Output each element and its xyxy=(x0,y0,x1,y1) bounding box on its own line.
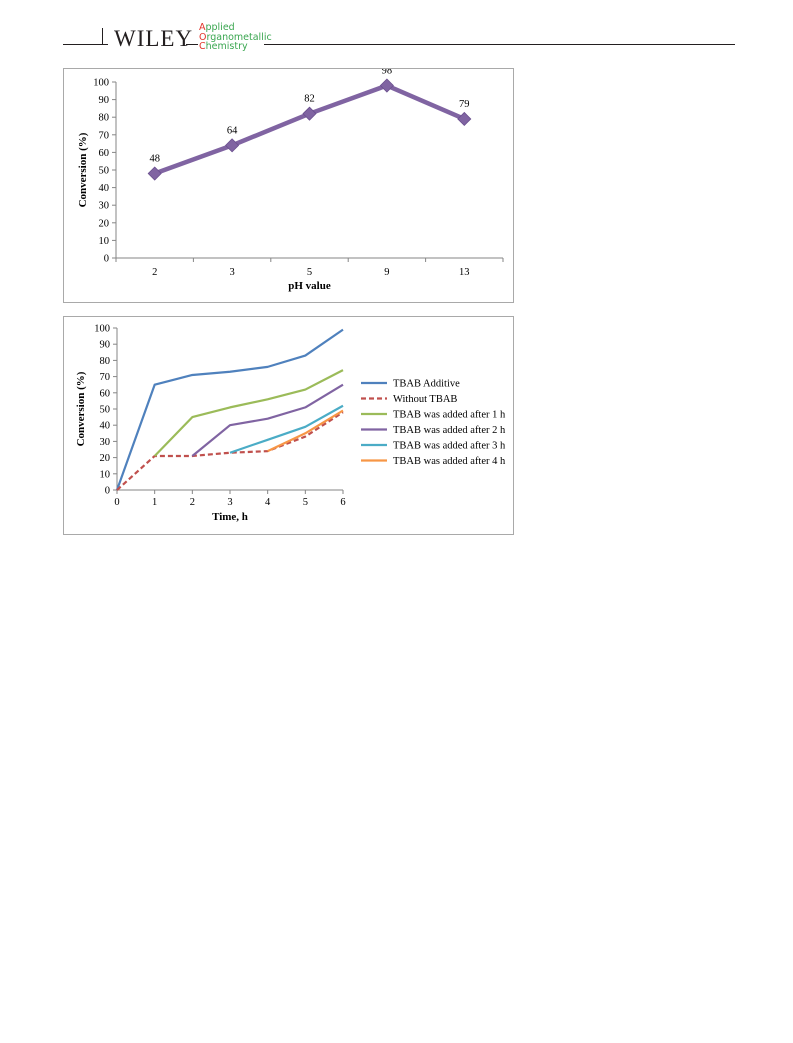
data-point-marker xyxy=(147,166,162,181)
x-tick-label: 13 xyxy=(459,267,470,278)
series-line-tbab-was-added-after-2-h xyxy=(191,383,344,457)
data-point-marker xyxy=(457,111,472,127)
y-tick-label: 50 xyxy=(100,405,111,416)
y-tick-label: 90 xyxy=(99,95,110,106)
legend-label: TBAB was added after 3 h xyxy=(393,441,506,452)
y-tick-label: 70 xyxy=(100,372,111,383)
series-line-tbab-was-added-after-3-h xyxy=(229,404,344,454)
legend-label: Without TBAB xyxy=(393,394,457,405)
y-tick-label: 20 xyxy=(100,453,111,464)
x-tick-label: 2 xyxy=(152,267,157,278)
y-tick-label: 10 xyxy=(100,469,111,480)
x-axis-title: pH value xyxy=(288,280,331,292)
legend-label: TBAB was added after 1 h xyxy=(393,410,506,421)
data-point-marker xyxy=(225,138,240,153)
header-rule-middle xyxy=(186,44,198,45)
journal-header: WILEY Applied Organometallic Chemistry xyxy=(0,0,793,60)
x-tick-label: 1 xyxy=(152,497,157,508)
y-tick-label: 100 xyxy=(93,78,109,89)
journal-line-1: Applied xyxy=(199,22,235,33)
y-tick-label: 0 xyxy=(105,486,110,497)
data-point-marker xyxy=(379,78,394,93)
y-tick-label: 70 xyxy=(99,130,110,141)
journal-line-3: Chemistry xyxy=(199,41,248,52)
data-label: 82 xyxy=(304,94,315,105)
series-line-tbab-was-added-after-1-h xyxy=(153,369,344,457)
time-conversion-chart: 0 10 20 30 40 50 60 70 80 90 100 0 1 2 3 4 5 6 TBAB Additi… xyxy=(63,316,514,535)
publisher-logo: WILEY xyxy=(114,26,194,51)
x-axis-title: Time, h xyxy=(212,511,248,523)
x-tick-label: 5 xyxy=(303,497,308,508)
x-tick-label: 5 xyxy=(307,267,312,278)
x-tick-label: 2 xyxy=(190,497,195,508)
x-tick-label: 4 xyxy=(265,497,271,508)
data-point-marker xyxy=(302,106,317,121)
y-axis-title: Conversion (%) xyxy=(75,371,87,446)
y-tick-label: 10 xyxy=(99,236,110,247)
y-tick-label: 80 xyxy=(99,113,110,124)
x-tick-label: 9 xyxy=(384,267,389,278)
data-label: 98 xyxy=(382,69,393,77)
data-label: 64 xyxy=(227,125,238,136)
y-tick-label: 60 xyxy=(100,388,111,399)
y-tick-label: 30 xyxy=(100,437,111,448)
x-tick-label: 3 xyxy=(229,267,234,278)
x-tick-label: 0 xyxy=(114,497,119,508)
x-tick-label: 6 xyxy=(340,497,345,508)
header-rule-right xyxy=(264,44,735,45)
y-tick-label: 0 xyxy=(104,254,109,265)
y-tick-label: 90 xyxy=(100,340,111,351)
legend-label: TBAB was added after 4 h xyxy=(393,456,506,467)
x-tick-label: 3 xyxy=(227,497,232,508)
y-tick-label: 100 xyxy=(94,324,110,335)
y-tick-label: 40 xyxy=(100,421,111,432)
journal-logo: Applied Organometallic Chemistry xyxy=(199,23,272,52)
data-label: 79 xyxy=(459,99,470,110)
y-tick-label: 40 xyxy=(99,183,110,194)
header-tick xyxy=(102,28,103,44)
legend-label: TBAB Additive xyxy=(393,379,460,390)
y-tick-label: 20 xyxy=(99,218,110,229)
ph-conversion-chart: 0 10 20 30 40 50 60 70 80 90 100 2 3 5 9 13 48 64 82 98 79 pH… xyxy=(63,68,514,303)
y-tick-label: 80 xyxy=(100,356,111,367)
y-tick-label: 50 xyxy=(99,166,110,177)
y-tick-label: 60 xyxy=(99,148,110,159)
ph-conversion-chart-svg: 0 10 20 30 40 50 60 70 80 90 100 2 3 5 9 13 48 64 82 98 79 pH… xyxy=(77,69,504,292)
header-rule-left xyxy=(63,44,108,45)
series-line-tbab-was-added-after-4-h xyxy=(267,409,344,453)
time-conversion-chart-svg: 0 10 20 30 40 50 60 70 80 90 100 0 1 2 3 4 5 6 TBAB Additi… xyxy=(75,324,506,524)
legend-label: TBAB was added after 2 h xyxy=(393,425,506,436)
y-axis-title: Conversion (%) xyxy=(77,132,89,207)
journal-line-2: Organometallic xyxy=(199,31,272,43)
data-label: 48 xyxy=(149,154,160,165)
series-line-tbab-additive xyxy=(115,328,344,491)
y-tick-label: 30 xyxy=(99,201,110,212)
